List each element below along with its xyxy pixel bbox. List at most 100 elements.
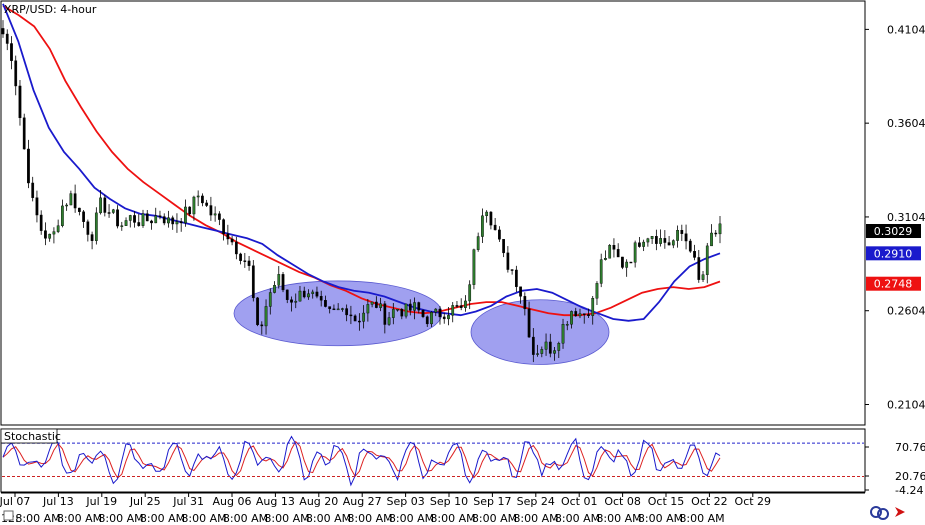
price-candle — [27, 139, 30, 189]
price-candle — [264, 299, 268, 335]
date-label: Oct 08 — [604, 495, 641, 508]
date-label: Aug 13 — [256, 495, 295, 508]
price-candle — [298, 285, 302, 302]
price-candle — [485, 210, 489, 223]
price-candle — [523, 292, 527, 316]
price-candle — [659, 229, 662, 247]
price-candle — [196, 190, 200, 207]
price-candle — [430, 311, 433, 327]
date-label: Jul 31 — [172, 495, 204, 508]
time-label: 8:00 AM — [596, 512, 641, 525]
stochastic-axis: 70.76 20.76-4.24 — [2, 441, 925, 497]
price-candle — [162, 213, 166, 226]
price-candle — [111, 208, 115, 215]
price-candle — [158, 210, 162, 220]
price-candle — [222, 218, 225, 241]
price-candle — [625, 259, 629, 277]
price-candle — [82, 209, 85, 228]
price-candle — [476, 232, 480, 252]
price-candle — [290, 296, 293, 312]
price-panel — [0, 0, 866, 426]
price-candle — [230, 235, 234, 246]
price-candle — [345, 304, 349, 322]
price-candle — [519, 286, 522, 304]
stochastic-tick-label: -4.24 — [895, 484, 923, 497]
date-label: Jul 07 — [0, 495, 30, 508]
price-candle — [472, 248, 476, 290]
price-candle — [31, 176, 35, 202]
price-candle — [154, 207, 158, 224]
date-label: Sep 10 — [430, 495, 468, 508]
price-candle — [336, 303, 340, 311]
price-candle — [56, 219, 60, 234]
price-candle — [124, 217, 128, 226]
price-candle — [209, 196, 213, 221]
price-candle — [608, 244, 612, 259]
price-candle — [18, 80, 22, 126]
date-label: Sep 24 — [517, 495, 555, 508]
price-candle — [493, 217, 497, 231]
price-candle — [61, 199, 64, 228]
time-axis: Jul 07 Jul 13 Jul 19 Jul 25 Jul 31 Aug 06 Aug … — [0, 492, 865, 525]
toggle-icon[interactable] — [3, 510, 14, 521]
price-candle — [35, 190, 39, 223]
time-label: 8:00 AM — [98, 512, 143, 525]
price-candle — [413, 297, 416, 320]
price-candle — [332, 304, 336, 311]
price-candle — [205, 199, 209, 208]
price-candle — [103, 194, 107, 217]
price-candle — [133, 211, 136, 228]
price-candle — [447, 306, 450, 326]
price-candle — [256, 297, 259, 327]
price-candle — [22, 113, 26, 150]
stochastic-lines — [2, 435, 721, 487]
price-candle — [39, 210, 43, 235]
arrow-icon[interactable] — [895, 507, 905, 517]
price-candle — [459, 298, 463, 311]
price-candle — [307, 289, 310, 300]
price-candle — [680, 224, 684, 241]
stochastic-title: Stochastic — [4, 430, 61, 443]
price-candle — [540, 346, 544, 358]
price-candle — [341, 307, 344, 312]
price-candle — [391, 302, 395, 325]
time-label: 8:00 AM — [472, 512, 517, 525]
svg-text:0.2748: 0.2748 — [874, 278, 913, 291]
price-candle — [701, 271, 705, 282]
ma-slow-price-tag: 0.2748 — [866, 276, 921, 291]
time-label: 8:00 AM — [140, 512, 185, 525]
price-candle — [1, 20, 5, 38]
ma-fast-price-tag: 0.2910 — [866, 246, 921, 261]
price-candle — [273, 281, 276, 294]
date-label: Jul 25 — [129, 495, 161, 508]
price-candle — [107, 204, 111, 218]
price-candle — [663, 230, 667, 249]
stochastic-k-line — [2, 435, 721, 487]
price-candle — [629, 261, 633, 264]
price-candle — [498, 226, 501, 242]
price-candle — [247, 255, 251, 271]
price-candle — [78, 207, 81, 216]
chart-title: XRP/USD: 4-hour — [4, 3, 97, 16]
time-label: 8:00 AM — [347, 512, 392, 525]
refresh-icon[interactable] — [870, 506, 889, 520]
price-candle — [710, 224, 713, 247]
time-label: 8:00 AM — [513, 512, 558, 525]
price-candle — [239, 252, 242, 265]
price-candle — [328, 306, 332, 314]
price-candle — [667, 235, 671, 246]
price-candle — [243, 252, 247, 268]
price-candle — [192, 195, 196, 221]
price-candle — [536, 344, 539, 357]
price-axis: 0.2104 0.2604 0.3104 0.3604 0.4104 0.3029 0.29… — [865, 23, 925, 411]
date-label: Oct 15 — [648, 495, 685, 508]
price-candle — [531, 328, 535, 363]
last-price-tag: 0.3029 — [866, 224, 921, 239]
price-candle — [52, 227, 56, 244]
price-candle — [145, 210, 149, 222]
price-candle — [319, 290, 323, 307]
price-candle — [116, 205, 119, 229]
price-candle — [654, 229, 658, 251]
price-candle — [489, 211, 493, 230]
